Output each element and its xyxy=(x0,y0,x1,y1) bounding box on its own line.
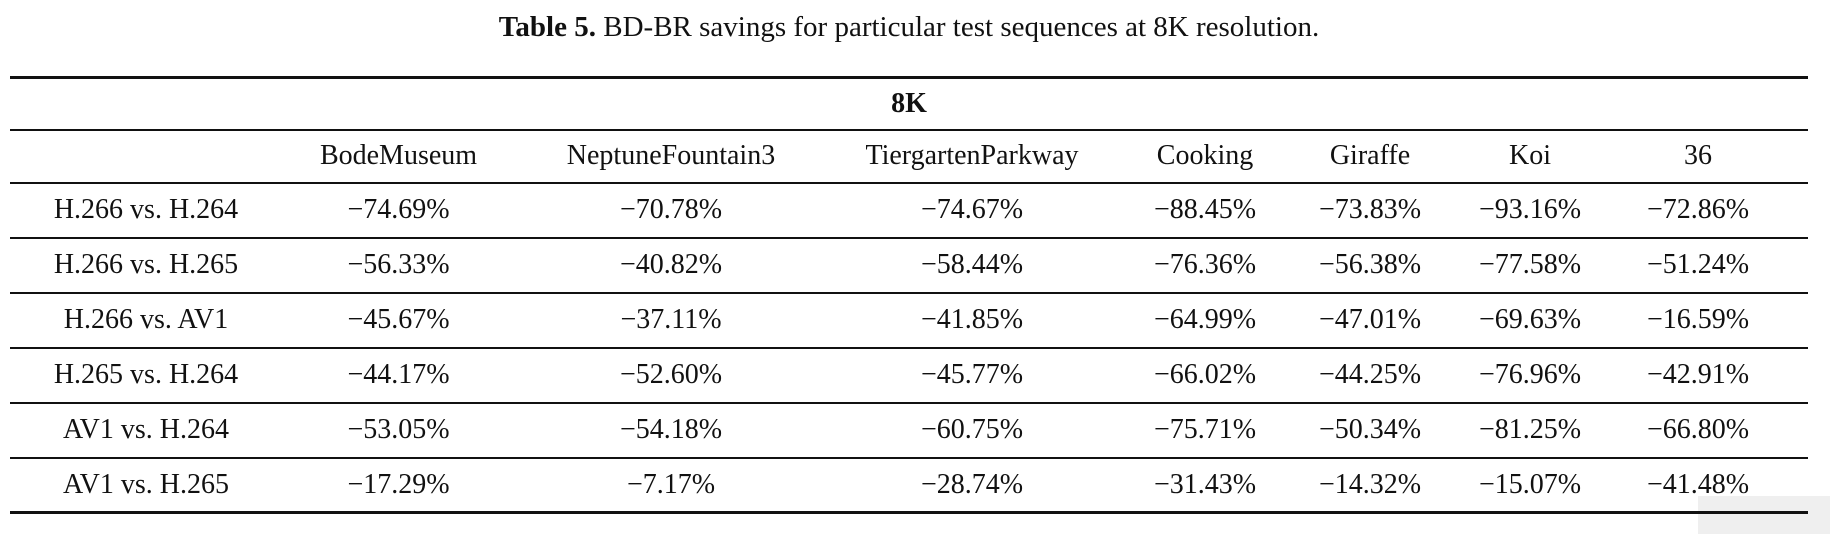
value-cell: −42.91% xyxy=(1613,347,1783,404)
value-cell: −74.69% xyxy=(282,182,515,239)
column-header-koi: Koi xyxy=(1447,129,1613,184)
column-header-spacer xyxy=(1783,129,1809,184)
caption-text: BD-BR savings for particular test sequen… xyxy=(603,11,1320,43)
value-cell: −64.99% xyxy=(1117,292,1293,349)
table-row: H.265 vs. H.264 −44.17% −52.60% −45.77% … xyxy=(10,347,1809,404)
value-cell: −53.05% xyxy=(282,402,515,459)
value-cell: −76.36% xyxy=(1117,237,1293,294)
value-cell: −50.34% xyxy=(1293,402,1447,459)
value-cell: −60.75% xyxy=(827,402,1117,459)
value-cell: −14.32% xyxy=(1293,457,1447,514)
value-cell: −51.24% xyxy=(1613,237,1783,294)
table-row: AV1 vs. H.264 −53.05% −54.18% −60.75% −7… xyxy=(10,402,1809,459)
value-cell: −44.17% xyxy=(282,347,515,404)
caption-label: Table 5. xyxy=(498,11,596,43)
column-header-tiergartenparkway: TiergartenParkway xyxy=(827,129,1117,184)
value-cell: −40.82% xyxy=(515,237,827,294)
column-header-empty xyxy=(10,129,282,184)
value-cell: −7.17% xyxy=(515,457,827,514)
value-cell: −16.59% xyxy=(1613,292,1783,349)
table-row: H.266 vs. H.265 −56.33% −40.82% −58.44% … xyxy=(10,237,1809,294)
value-cell: −74.67% xyxy=(827,182,1117,239)
column-header-36: 36 xyxy=(1613,129,1783,184)
row-label: H.266 vs. AV1 xyxy=(10,292,282,349)
group-header-8k: 8K xyxy=(10,76,1809,131)
value-cell: −81.25% xyxy=(1447,402,1613,459)
spacer-cell xyxy=(1783,457,1809,514)
value-cell: −69.63% xyxy=(1447,292,1613,349)
value-cell: −66.80% xyxy=(1613,402,1783,459)
value-cell: −56.38% xyxy=(1293,237,1447,294)
value-cell: −41.85% xyxy=(827,292,1117,349)
row-label: AV1 vs. H.265 xyxy=(10,457,282,514)
spacer-cell xyxy=(1783,182,1809,239)
value-cell: −72.86% xyxy=(1613,182,1783,239)
table-row: H.266 vs. AV1 −45.67% −37.11% −41.85% −6… xyxy=(10,292,1809,349)
value-cell: −58.44% xyxy=(827,237,1117,294)
value-cell: −66.02% xyxy=(1117,347,1293,404)
row-label: AV1 vs. H.264 xyxy=(10,402,282,459)
value-cell: −75.71% xyxy=(1117,402,1293,459)
value-cell: −44.25% xyxy=(1293,347,1447,404)
value-cell: −52.60% xyxy=(515,347,827,404)
column-header-bodemuseum: BodeMuseum xyxy=(282,129,515,184)
table-row: H.266 vs. H.264 −74.69% −70.78% −74.67% … xyxy=(10,182,1809,239)
value-cell: −70.78% xyxy=(515,182,827,239)
row-label: H.266 vs. H.265 xyxy=(10,237,282,294)
group-header-row: 8K xyxy=(10,76,1809,131)
value-cell: −17.29% xyxy=(282,457,515,514)
value-cell: −88.45% xyxy=(1117,182,1293,239)
spacer-cell xyxy=(1783,347,1809,404)
value-cell: −47.01% xyxy=(1293,292,1447,349)
table-row: AV1 vs. H.265 −17.29% −7.17% −28.74% −31… xyxy=(10,457,1809,514)
value-cell: −56.33% xyxy=(282,237,515,294)
value-cell: −28.74% xyxy=(827,457,1117,514)
value-cell: −45.77% xyxy=(827,347,1117,404)
value-cell: −15.07% xyxy=(1447,457,1613,514)
row-label: H.265 vs. H.264 xyxy=(10,347,282,404)
value-cell: −41.48% xyxy=(1613,457,1783,514)
spacer-cell xyxy=(1783,292,1809,349)
column-header-neptunefountain3: NeptuneFountain3 xyxy=(515,129,827,184)
row-label: H.266 vs. H.264 xyxy=(10,182,282,239)
value-cell: −31.43% xyxy=(1117,457,1293,514)
value-cell: −76.96% xyxy=(1447,347,1613,404)
value-cell: −77.58% xyxy=(1447,237,1613,294)
table-caption: Table 5. BD-BR savings for particular te… xyxy=(10,8,1808,46)
value-cell: −54.18% xyxy=(515,402,827,459)
value-cell: −73.83% xyxy=(1293,182,1447,239)
bdbr-results-table: 8K BodeMuseum NeptuneFountain3 Tiergarte… xyxy=(10,76,1809,514)
spacer-cell xyxy=(1783,402,1809,459)
value-cell: −37.11% xyxy=(515,292,827,349)
value-cell: −45.67% xyxy=(282,292,515,349)
column-header-cooking: Cooking xyxy=(1117,129,1293,184)
value-cell: −93.16% xyxy=(1447,182,1613,239)
spacer-cell xyxy=(1783,237,1809,294)
column-header-giraffe: Giraffe xyxy=(1293,129,1447,184)
column-header-row: BodeMuseum NeptuneFountain3 TiergartenPa… xyxy=(10,129,1809,184)
